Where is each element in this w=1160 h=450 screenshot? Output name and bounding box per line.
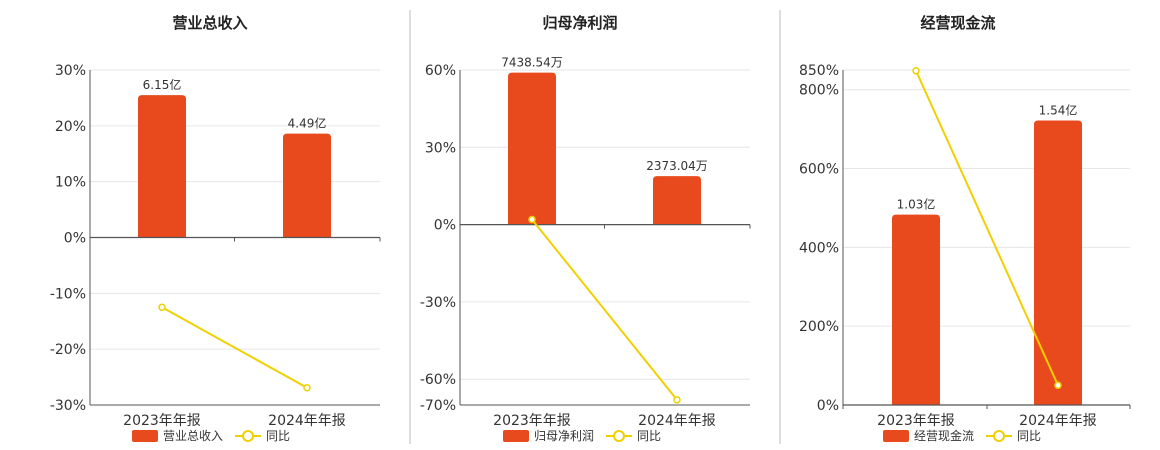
chart-title: 归母净利润 [542,14,617,32]
legend-bar-label: 经营现金流 [914,428,974,443]
line-point [528,215,536,224]
bar-data-label: 1.54亿 [1039,102,1078,117]
bar [138,95,186,238]
bar [892,214,940,405]
bar [283,133,331,238]
y-tick-label: 600% [799,162,839,178]
legend-line-label: 同比 [637,429,661,443]
line-point [303,383,311,392]
legend-bar-swatch [883,430,909,442]
x-category-label: 2023年年报 [123,413,201,429]
y-tick-label: -20% [50,342,86,358]
chart-title: 营业总收入 [172,14,247,32]
y-tick-label: 30% [55,63,86,79]
line-point [158,303,166,312]
x-category-label: 2023年年报 [493,413,571,429]
line-point [912,67,920,75]
legend-bar-swatch [503,430,529,442]
y-tick-label: -60% [420,372,456,388]
y-tick-label: 400% [799,240,839,256]
y-tick-label: 850% [799,63,839,79]
legend-bar-swatch [132,430,158,442]
bar-data-label: 2373.04万 [646,159,708,173]
chart-title: 经营现金流 [920,14,995,32]
bar [653,176,701,225]
y-tick-label: -70% [420,398,456,414]
bar [508,72,556,225]
line-series [161,306,308,389]
x-category-label: 2024年年报 [638,413,716,429]
y-tick-label: 60% [425,63,456,79]
legend-line-marker [993,430,1005,442]
y-tick-label: 200% [799,319,839,335]
bar-data-label: 1.03亿 [897,197,936,212]
y-tick-label: -30% [420,295,456,311]
line-point [673,396,681,404]
legend-line-marker [613,430,625,442]
legend-line-label: 同比 [266,429,290,443]
bar-data-label: 6.15亿 [143,77,182,92]
x-category-label: 2024年年报 [1019,413,1097,429]
line-point [1054,381,1062,390]
y-tick-label: 20% [55,119,86,135]
x-category-label: 2023年年报 [877,413,955,429]
bar-data-label: 4.49亿 [288,116,327,131]
legend-line-marker [242,430,254,442]
line-series [915,70,1059,386]
legend-bar-label: 归母净利润 [534,429,594,443]
y-tick-label: -30% [50,398,86,414]
legend-line-label: 同比 [1017,429,1041,443]
bar [1034,120,1082,406]
y-tick-label: 0% [64,231,86,247]
y-tick-label: 800% [799,83,839,99]
legend-bar-label: 营业总收入 [163,429,223,443]
y-tick-label: 0% [817,398,839,414]
x-category-label: 2024年年报 [268,413,346,429]
y-tick-label: 10% [55,175,86,191]
y-tick-label: -10% [50,286,86,302]
y-tick-label: 0% [434,218,456,234]
line-series [531,218,678,401]
bar-data-label: 7438.54万 [501,56,563,70]
y-tick-label: 30% [425,140,456,156]
